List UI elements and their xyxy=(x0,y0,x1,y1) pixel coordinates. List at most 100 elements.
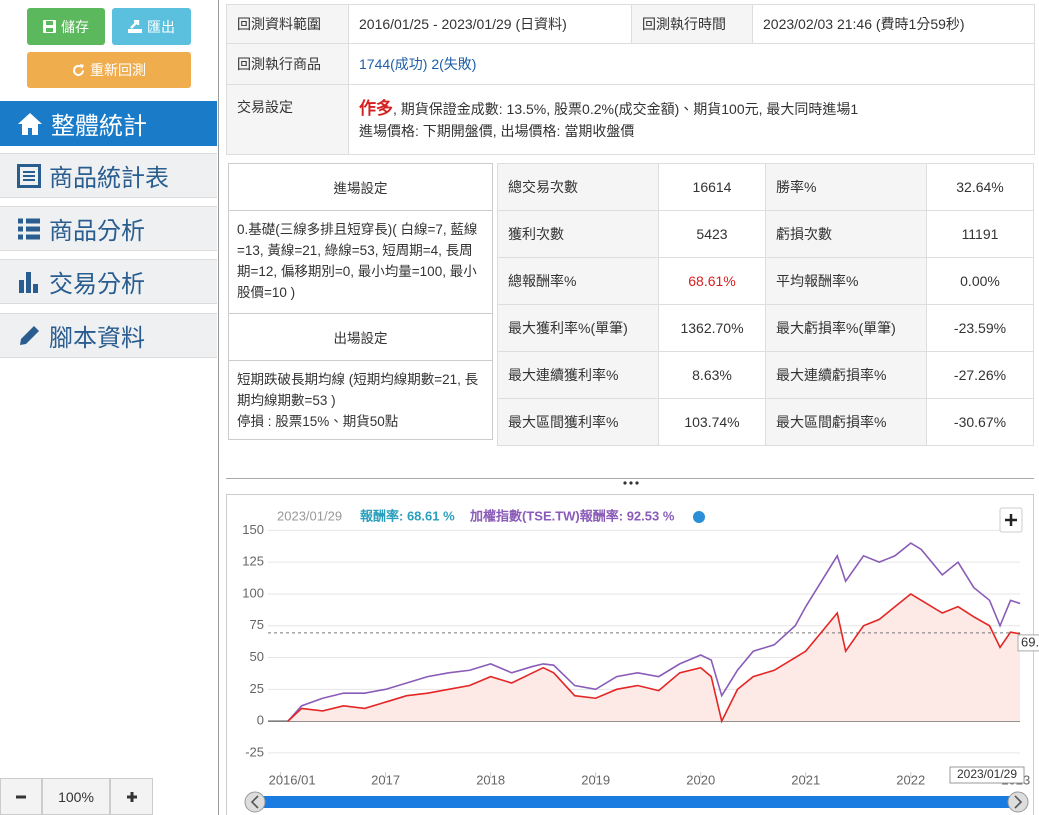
y-tick-label: -25 xyxy=(245,744,264,759)
stat-value: 32.64% xyxy=(926,163,1034,211)
stat-value: 5423 xyxy=(658,210,766,258)
stat-value: -23.59% xyxy=(926,304,1034,352)
export-label: 匯出 xyxy=(147,18,175,35)
scroll-arrow xyxy=(1014,795,1023,809)
info-label: 回測資料範圍 xyxy=(226,4,349,44)
settings-box: 進場設定 0.基礎(三線多排且短穿長)( 白線=7, 藍線=13, 黃線=21,… xyxy=(228,163,493,440)
stats-row: 最大獲利率%(單筆) 1362.70% 最大虧損率%(單筆) -23.59% xyxy=(497,304,1034,352)
stat-label: 最大連續獲利率% xyxy=(497,351,659,399)
info-label: 交易設定 xyxy=(226,84,349,155)
splitter[interactable] xyxy=(226,478,1034,479)
stop-loss: 停損 : 股票15%、期貨50點 xyxy=(237,414,399,429)
legend-entry: 加權指數(TSE.TW)報酬率: 92.53 % xyxy=(469,508,675,523)
stat-value: -30.67% xyxy=(926,398,1034,446)
chart-frame xyxy=(226,494,1034,815)
stat-value: 0.00% xyxy=(926,257,1034,305)
stat-label: 最大區間虧損率% xyxy=(765,398,927,446)
legend-icon xyxy=(693,511,705,523)
scroll-button[interactable] xyxy=(244,791,266,813)
menu-product-table[interactable]: 商品統計表 xyxy=(0,153,217,198)
legend-entry: 報酬率: 68.61 % xyxy=(360,508,455,523)
legend-entry: 2023/01/29 xyxy=(277,508,342,523)
plus-icon xyxy=(126,791,137,802)
save-button[interactable]: 儲存 xyxy=(27,8,105,45)
save-icon xyxy=(43,20,56,33)
scroll-arrow xyxy=(250,795,259,809)
series-line xyxy=(287,542,1021,722)
info-label: 回測執行商品 xyxy=(226,43,349,85)
zoom-out[interactable] xyxy=(0,778,42,815)
home-icon xyxy=(18,112,42,135)
stat-value: 16614 xyxy=(658,163,766,211)
stats-row: 獲利次數 5423 虧損次數 11191 xyxy=(497,210,1034,258)
stat-label: 總報酬率% xyxy=(497,257,659,305)
pencil-icon xyxy=(20,325,39,345)
stat-label: 平均報酬率% xyxy=(765,257,927,305)
stat-label: 最大連續虧損率% xyxy=(765,351,927,399)
zoom-level: 100% xyxy=(42,778,110,815)
zoom-control: 100% xyxy=(0,778,153,815)
rerun-label: 重新回測 xyxy=(90,62,146,78)
navigator-tooltip-box xyxy=(949,766,1025,784)
info-value: 作多, 期貨保證金成數: 13.5%, 股票0.2%(成交金額)、期貨100元,… xyxy=(348,84,1035,155)
stats-row: 總交易次數 16614 勝率% 32.64% xyxy=(497,163,1034,211)
x-tick-label: 2020 xyxy=(686,772,715,787)
direction: 作多 xyxy=(359,98,393,118)
stats-row: 最大連續獲利率% 8.63% 最大連續虧損率% -27.26% xyxy=(497,351,1034,399)
price-setting: 進場價格: 下期開盤價, 出場價格: 當期收盤價 xyxy=(359,122,635,139)
reference-label: 69.37 xyxy=(1021,634,1039,649)
bar-icon xyxy=(19,271,38,293)
info-value: 2023/02/03 21:46 (費時1分59秒) xyxy=(752,4,1035,44)
area xyxy=(287,593,1020,722)
navigator-tooltip: 2023/01/29 xyxy=(957,767,1017,781)
export-button[interactable]: 匯出 xyxy=(112,8,191,45)
y-tick-label: 100 xyxy=(242,585,264,600)
menu-label: 商品統計表 xyxy=(49,165,169,192)
y-tick-label: 50 xyxy=(250,649,264,664)
menu-label: 腳本資料 xyxy=(49,325,145,352)
trade-setting: , 期貨保證金成數: 13.5%, 股票0.2%(成交金額)、期貨100元, 最… xyxy=(393,100,859,117)
stat-value: 11191 xyxy=(926,210,1034,258)
stat-value: 1362.70% xyxy=(658,304,766,352)
info-value: 1744(成功) 2(失敗) xyxy=(348,43,1035,85)
export-icon xyxy=(128,20,142,33)
chart: -25 0 25 50 75 100 125 150 2016/01 2017 2018 2019 20… xyxy=(242,507,1039,813)
menu-overview[interactable]: 整體統計 xyxy=(0,101,217,146)
info-value: 2016/01/25 - 2023/01/29 (日資料) xyxy=(348,4,632,44)
refresh-icon xyxy=(73,63,84,76)
minus-icon xyxy=(16,795,26,798)
menu-label: 整體統計 xyxy=(51,113,147,140)
y-tick-label: 25 xyxy=(250,681,264,696)
stats-row: 最大區間獲利率% 103.74% 最大區間虧損率% -30.67% xyxy=(497,398,1034,446)
stat-value: 8.63% xyxy=(658,351,766,399)
info-table: 回測資料範圍 2016/01/25 - 2023/01/29 (日資料) 回測執… xyxy=(226,4,1035,155)
list-icon xyxy=(18,218,40,239)
exit-rule: 短期跌破長期均線 (短期均線期數=21, 長期均線期數=53 ) xyxy=(237,372,479,408)
stat-value: -27.26% xyxy=(926,351,1034,399)
menu-product-analysis[interactable]: 商品分析 xyxy=(0,206,217,251)
stat-label: 總交易次數 xyxy=(497,163,659,211)
entry-title: 進場設定 xyxy=(229,164,492,211)
exit-title: 出場設定 xyxy=(229,314,492,361)
save-label: 儲存 xyxy=(61,18,89,35)
splitter-handle[interactable] xyxy=(622,480,640,486)
stat-value: 103.74% xyxy=(658,398,766,446)
exit-text: 短期跌破長期均線 (短期均線期數=21, 長期均線期數=53 ) 停損 : 股票… xyxy=(229,361,492,440)
series-line xyxy=(287,592,1021,724)
table-icon xyxy=(17,163,41,188)
x-tick-label: 2022 xyxy=(896,772,925,787)
reference-label-box xyxy=(1017,634,1039,652)
scroll-button[interactable] xyxy=(1007,791,1029,813)
rerun-button[interactable]: 重新回測 xyxy=(27,52,191,88)
stat-label: 勝率% xyxy=(765,163,927,211)
plus-icon xyxy=(1005,514,1017,526)
stat-label: 最大獲利率%(單筆) xyxy=(497,304,659,352)
x-tick-label: 2017 xyxy=(371,772,400,787)
zoom-in[interactable] xyxy=(110,778,153,815)
navigator-bar xyxy=(258,796,1010,808)
stats-table: 總交易次數 16614 勝率% 32.64% 獲利次數 5423 虧損次數 11191 總報酬率… xyxy=(497,163,1034,446)
stat-label: 最大虧損率%(單筆) xyxy=(765,304,927,352)
menu-trade-analysis[interactable]: 交易分析 xyxy=(0,259,217,304)
menu-script[interactable]: 腳本資料 xyxy=(0,313,217,358)
